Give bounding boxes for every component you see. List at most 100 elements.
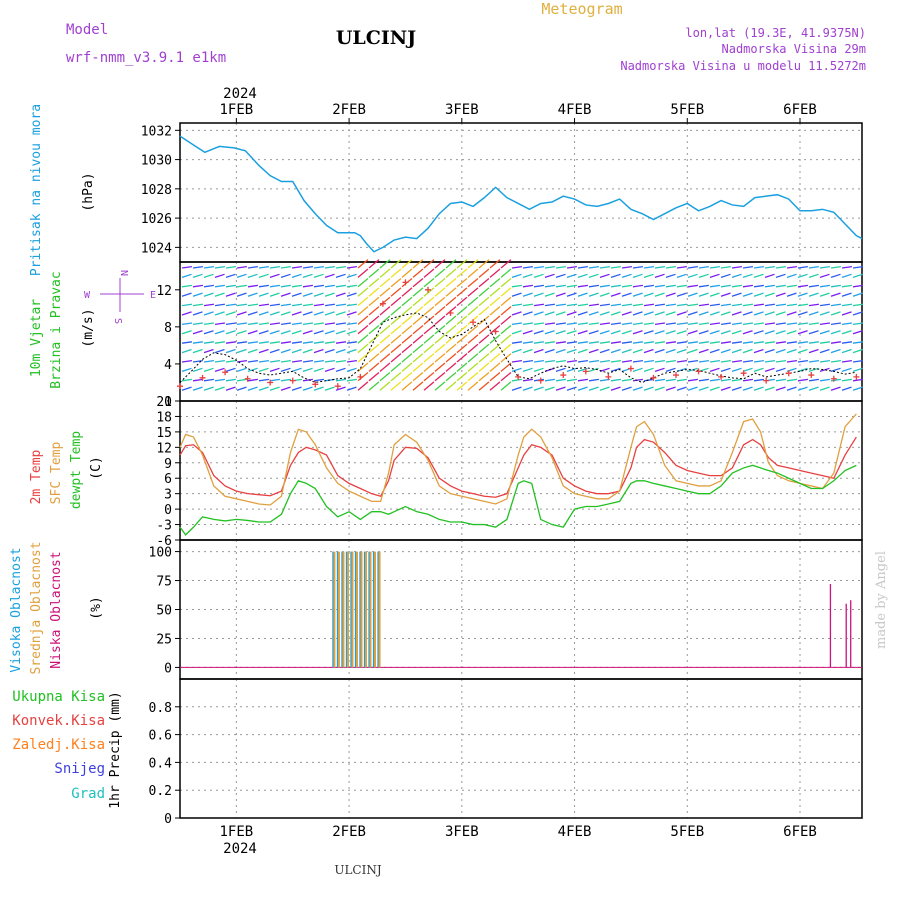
precip-ytick-label: 0: [164, 812, 172, 827]
wind-arrow: [291, 386, 302, 391]
wind-arrow: [214, 386, 225, 391]
wind-arrow: [731, 378, 742, 382]
wind-arrow: [269, 386, 280, 391]
wind-arrow: [764, 341, 775, 344]
wind-arrow: [632, 348, 643, 354]
wind-arrow: [313, 330, 324, 335]
wind-arrow: [588, 265, 599, 269]
wind-arrow: [830, 367, 841, 373]
wind-arrow: [819, 311, 830, 316]
wind-arrow: [489, 334, 501, 344]
wind-arrow: [566, 303, 577, 307]
wind-arrow: [841, 341, 852, 344]
wind-arrow: [225, 265, 236, 269]
wind-arrow: [654, 273, 665, 279]
wind-arrow: [544, 273, 555, 279]
wind-arrow: [555, 311, 566, 316]
wind-arrow: [786, 348, 797, 354]
wind-arrow: [610, 359, 621, 363]
wind-arrow: [654, 367, 665, 373]
wind-arrow: [797, 292, 808, 297]
wind-arrow: [676, 322, 687, 326]
wind-arrow: [456, 324, 468, 335]
wind-arrow: [390, 277, 402, 288]
wind-arrow: [478, 268, 490, 278]
wind-gust-point: [222, 369, 229, 376]
wind-arrow: [192, 303, 203, 307]
wind-arrow: [280, 303, 291, 307]
wind-arrow: [357, 259, 369, 269]
precip-panel: 0 0.2 0.4 0.6 0.8: [149, 678, 863, 827]
wind-gust-point: [627, 365, 634, 372]
wind-arrow: [401, 259, 413, 269]
wind-arrow: [830, 341, 841, 344]
wind-arrow: [489, 371, 501, 382]
wind-arrow: [632, 367, 643, 373]
wind-arrow: [302, 359, 313, 363]
wind-arrow: [423, 324, 435, 335]
wind-arrow: [522, 378, 533, 382]
wind-arrow: [434, 259, 446, 269]
wind-arrow: [599, 341, 610, 344]
wind-gust-point: [244, 375, 251, 382]
mid-cloud-ylabel: Srednja Oblacnost: [29, 541, 44, 674]
wind-arrow: [731, 348, 742, 354]
wind-arrow: [588, 386, 599, 391]
wind-arrow: [511, 303, 522, 307]
wind-arrow: [753, 378, 764, 382]
wind-arrow: [247, 359, 258, 363]
wind-arrow: [346, 303, 357, 307]
wind-arrow: [467, 362, 479, 372]
wind-arrow: [192, 265, 203, 269]
wind-arrow: [687, 348, 698, 354]
wind-arrow: [357, 268, 369, 278]
wind-arrow: [511, 284, 522, 288]
wind-arrow: [610, 265, 621, 269]
wind-arrow: [632, 303, 643, 307]
wind-arrow: [841, 311, 852, 316]
wind-arrow: [456, 362, 468, 372]
wind-arrow: [203, 303, 214, 307]
wind-arrow: [731, 303, 742, 307]
wind-gust-point: [785, 370, 792, 377]
wind-arrow: [841, 284, 852, 288]
wind-arrow: [621, 311, 632, 316]
wind-arrow: [335, 378, 346, 382]
wind-arrow: [511, 273, 522, 279]
wind-arrow: [577, 311, 588, 316]
wind-arrow: [632, 284, 643, 288]
wind-ytick-label: 8: [164, 321, 172, 336]
wind-arrow: [643, 359, 654, 363]
wind-arrow: [368, 343, 380, 354]
top-date-label: 4FEB: [558, 102, 592, 118]
wind-arrow: [764, 367, 775, 373]
wind-arrow: [192, 341, 203, 344]
wind-arrow: [720, 348, 731, 354]
wind-arrow: [478, 324, 490, 335]
wind-arrow: [577, 330, 588, 335]
wind-arrow: [566, 341, 577, 344]
wind-arrow: [687, 386, 698, 391]
wind-gust-point: [582, 368, 589, 375]
wind-arrow: [665, 359, 676, 363]
wind-arrow: [533, 273, 544, 279]
wind-arrow: [786, 386, 797, 391]
wind-arrow: [687, 303, 698, 307]
wind-arrow: [390, 324, 402, 335]
wind-arrow: [192, 386, 203, 391]
wind-arrow: [269, 341, 280, 344]
wind-arrow: [412, 287, 424, 297]
wind-arrow: [335, 330, 346, 335]
wind-arrow: [753, 359, 764, 363]
temperature-ytick-label: 15: [156, 426, 172, 441]
wind-arrow: [203, 386, 214, 391]
temperature-ytick-label: 3: [164, 488, 172, 503]
wind-arrow: [819, 348, 830, 354]
wind-arrow: [390, 306, 402, 316]
wind-arrow: [379, 277, 391, 288]
wind-arrow: [753, 273, 764, 279]
wind-arrow: [687, 341, 698, 344]
wind-arrow: [610, 303, 621, 307]
model-name: wrf-nmm_v3.9.1 e1km: [66, 50, 226, 66]
wind-arrow: [225, 341, 236, 344]
